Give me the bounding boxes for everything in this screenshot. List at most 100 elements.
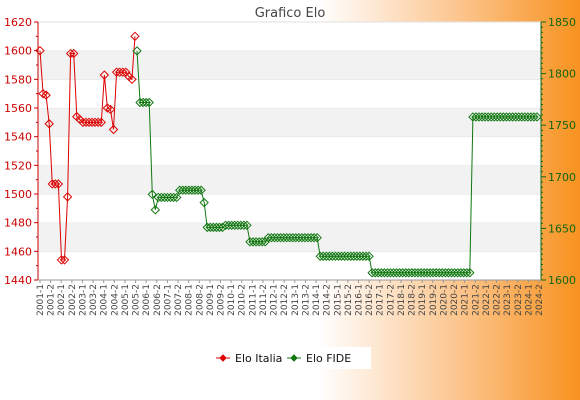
data-point-marker[interactable] [465,268,475,278]
data-point-marker[interactable] [284,232,295,243]
data-point-marker[interactable] [498,112,509,122]
data-point-marker[interactable] [507,112,518,122]
data-point-marker[interactable] [306,232,316,243]
data-point-marker[interactable] [394,268,405,278]
data-point-marker[interactable] [165,192,176,203]
data-point-marker[interactable] [230,220,240,231]
data-point-marker[interactable] [520,112,530,122]
data-point-marker[interactable] [263,232,274,243]
data-point-marker[interactable] [156,192,167,203]
data-point-marker[interactable] [153,192,164,203]
data-point-marker[interactable] [455,268,466,278]
data-point-marker[interactable] [248,237,258,247]
data-point-marker[interactable] [526,112,536,122]
data-point-marker[interactable] [65,48,76,59]
data-point-marker[interactable] [443,268,454,278]
data-point-marker[interactable] [199,197,209,208]
data-point-marker[interactable] [376,268,386,278]
data-point-marker[interactable] [111,67,122,77]
data-point-marker[interactable] [56,255,67,265]
data-point-marker[interactable] [492,112,503,122]
data-point-marker[interactable] [501,112,512,122]
data-point-marker[interactable] [349,251,359,261]
data-point-marker[interactable] [477,112,487,122]
data-point-marker[interactable] [84,117,94,128]
data-point-marker[interactable] [303,232,313,243]
data-point-marker[interactable] [223,220,234,231]
data-point-marker[interactable] [446,268,457,278]
data-point-marker[interactable] [245,237,255,247]
data-point-marker[interactable] [312,232,322,243]
data-point-marker[interactable] [425,268,435,278]
data-point-marker[interactable] [523,112,533,122]
data-point-marker[interactable] [272,232,283,243]
data-point-marker[interactable] [205,222,215,233]
data-point-marker[interactable] [529,112,539,122]
data-point-marker[interactable] [321,251,332,261]
data-point-marker[interactable] [168,192,179,203]
data-point-marker[interactable] [318,251,328,261]
data-point-marker[interactable] [184,185,194,195]
data-point-marker[interactable] [480,112,490,122]
data-point-marker[interactable] [171,192,182,203]
data-point-marker[interactable] [449,268,460,278]
data-point-marker[interactable] [367,268,377,278]
data-point-marker[interactable] [416,268,426,278]
data-point-marker[interactable] [108,124,119,135]
data-point-marker[interactable] [400,268,411,278]
data-point-marker[interactable] [41,90,51,100]
data-point-marker[interactable] [297,232,307,243]
data-point-marker[interactable] [385,268,396,278]
data-point-marker[interactable] [118,67,128,77]
data-point-marker[interactable] [53,179,64,189]
data-point-marker[interactable] [388,268,399,278]
data-point-marker[interactable] [437,268,448,278]
data-point-marker[interactable] [379,268,390,278]
data-point-marker[interactable] [342,251,353,261]
data-point-marker[interactable] [431,268,441,278]
data-point-marker[interactable] [510,112,521,122]
data-point-marker[interactable] [251,237,261,247]
data-point-marker[interactable] [532,112,542,122]
data-point-marker[interactable] [410,268,420,278]
data-point-marker[interactable] [114,67,125,77]
data-point-marker[interactable] [144,97,154,108]
data-point-marker[interactable] [260,237,270,247]
data-point-marker[interactable] [239,220,249,231]
data-point-marker[interactable] [130,31,140,42]
data-point-marker[interactable] [474,112,484,122]
data-point-marker[interactable] [93,117,103,128]
data-point-marker[interactable] [275,232,286,243]
data-point-marker[interactable] [373,268,383,278]
data-point-marker[interactable] [339,251,350,261]
data-point-marker[interactable] [211,222,222,233]
chart-legend[interactable]: Elo Italia Elo FIDE [211,347,371,369]
data-point-marker[interactable] [434,268,444,278]
data-point-marker[interactable] [309,232,319,243]
data-point-marker[interactable] [300,232,310,243]
data-point-marker[interactable] [102,103,113,113]
data-point-marker[interactable] [242,220,252,231]
data-point-marker[interactable] [288,232,298,243]
data-point-marker[interactable] [35,45,45,56]
data-point-marker[interactable] [489,112,499,122]
data-point-marker[interactable] [404,268,414,278]
data-point-marker[interactable] [202,222,212,233]
data-point-marker[interactable] [132,46,142,56]
data-point-marker[interactable] [38,88,48,99]
data-point-marker[interactable] [413,268,423,278]
data-point-marker[interactable] [358,251,368,261]
data-point-marker[interactable] [336,251,347,261]
data-point-marker[interactable] [266,232,277,243]
data-point-marker[interactable] [233,220,243,231]
data-point-marker[interactable] [483,112,493,122]
data-point-marker[interactable] [330,251,341,261]
data-point-marker[interactable] [459,268,469,278]
data-point-marker[interactable] [291,232,301,243]
data-point-marker[interactable] [355,251,365,261]
data-point-marker[interactable] [361,251,371,261]
data-point-marker[interactable] [440,268,451,278]
data-point-marker[interactable] [471,112,481,122]
data-point-marker[interactable] [135,97,145,108]
data-point-marker[interactable] [462,268,472,278]
